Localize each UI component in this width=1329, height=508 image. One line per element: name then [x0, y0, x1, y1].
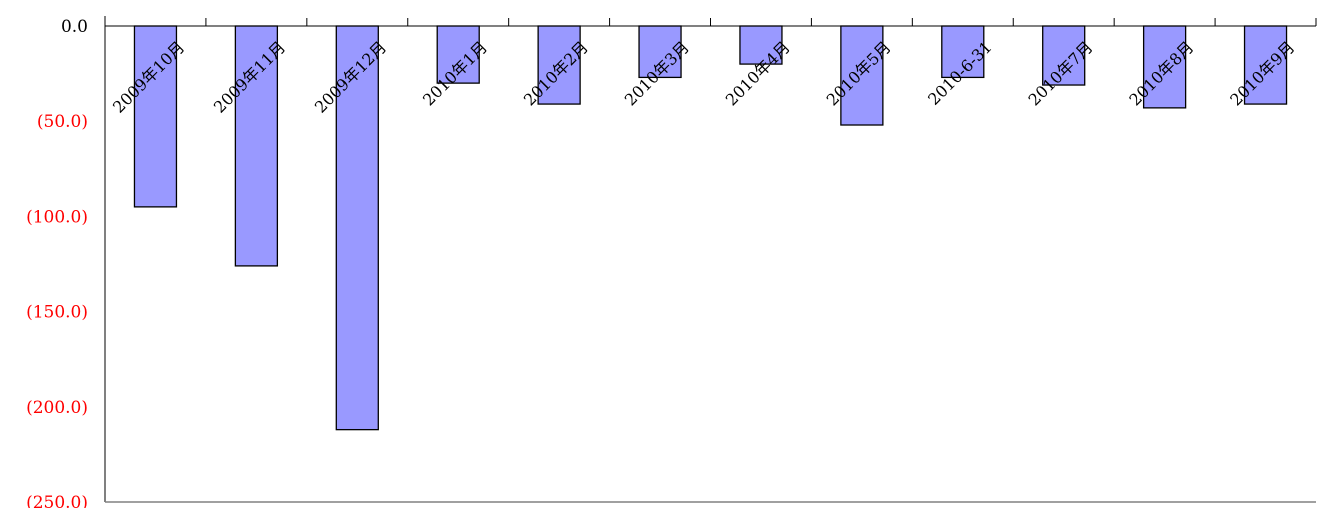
- bar-5: [638, 25, 682, 79]
- bar-7: [840, 25, 884, 126]
- y-tick-label-5: (250.0): [26, 493, 88, 508]
- bar-10: [1142, 25, 1187, 109]
- y-tick-label-0: 0.0: [61, 17, 88, 37]
- y-tick-label-3: (150.0): [26, 303, 88, 323]
- bar-8: [941, 25, 985, 79]
- y-tick-label-2: (100.0): [26, 207, 88, 227]
- category-labels: 2009年10月 2009年11月 2009年12月 2010年1月 2010年2月 20…: [109, 37, 1298, 116]
- bar-9: [1042, 25, 1086, 86]
- bar-1: [234, 25, 279, 267]
- bar-4: [537, 25, 581, 105]
- bar-0: [133, 25, 178, 208]
- bars-layer: [133, 25, 1288, 431]
- axis-layer: [104, 16, 1317, 503]
- bar-3: [436, 25, 480, 84]
- y-tick-labels: 0.0 (50.0) (100.0) (150.0) (200.0) (250.0): [26, 17, 88, 508]
- bar-6: [739, 25, 783, 65]
- y-tick-label-4: (200.0): [26, 398, 88, 418]
- y-tick-label-1: (50.0): [37, 112, 88, 132]
- bar-11: [1243, 25, 1288, 105]
